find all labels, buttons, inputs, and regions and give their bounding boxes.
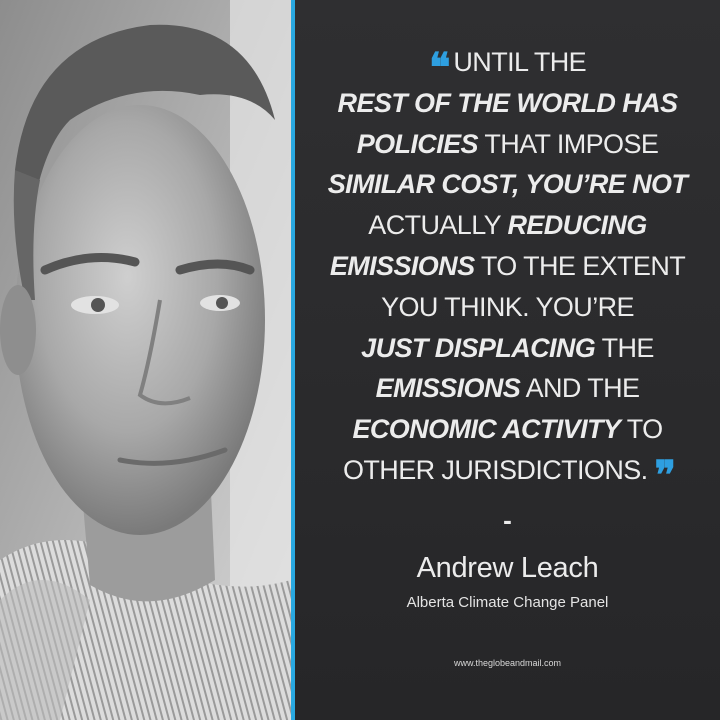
quote-line: JUST DISPLACING THE: [295, 331, 720, 365]
quote-emphasis: JUST DISPLACING: [361, 332, 596, 363]
quote-line: YOU THINK. YOU’RE: [295, 290, 720, 324]
portrait-illustration: [0, 0, 291, 720]
quote-line: EMISSIONS TO THE EXTENT: [295, 249, 720, 283]
source-url: www.theglobeandmail.com: [453, 658, 562, 668]
accent-divider: [291, 0, 295, 720]
quote-segment: UNTIL THE: [453, 47, 587, 77]
attribution-dash: -: [503, 505, 512, 535]
quote-segment: TO THE EXTENT: [474, 251, 686, 281]
quote-emphasis: ECONOMIC ACTIVITY: [352, 414, 621, 445]
author-name: Andrew Leach: [416, 552, 599, 584]
open-quote-icon: ❝: [428, 44, 450, 91]
quote-line: ECONOMIC ACTIVITY TO: [295, 412, 720, 446]
quote-emphasis: REDUCING: [507, 210, 647, 241]
quote-segment: THE: [595, 332, 655, 363]
quote-panel: ❝ UNTIL THE REST OF THE WORLD HAS POLICIES…: [295, 0, 720, 720]
portrait-photo: [0, 0, 291, 720]
quote-emphasis: EMISSIONS: [375, 373, 521, 404]
quote-segment: TO: [620, 414, 663, 445]
quote-emphasis: SIMILAR COST, YOU’RE NOT: [327, 169, 688, 200]
quote-segment: THAT IMPOSE: [477, 128, 659, 159]
quote-line: SIMILAR COST, YOU’RE NOT: [295, 167, 720, 201]
quote-segment: OTHER JURISDICTIONS.: [343, 455, 648, 485]
quote-emphasis: POLICIES: [356, 128, 479, 159]
quote-line: ACTUALLY REDUCING: [295, 208, 720, 242]
quote-segment: AND THE: [520, 373, 640, 404]
quote-line: ❝ UNTIL THE: [295, 45, 720, 88]
quote-line: REST OF THE WORLD HAS: [295, 86, 720, 120]
quote-segment: ACTUALLY: [368, 210, 508, 241]
close-quote-icon: ❞: [654, 452, 675, 499]
quote-line: POLICIES THAT IMPOSE: [295, 127, 720, 161]
quote-emphasis: REST OF THE WORLD HAS: [337, 87, 678, 118]
author-title: Alberta Climate Change Panel: [406, 594, 609, 611]
quote-line: EMISSIONS AND THE: [295, 371, 720, 405]
quote-emphasis: EMISSIONS: [329, 251, 475, 281]
quote-segment: YOU THINK. YOU’RE: [381, 291, 634, 322]
quote-line: OTHER JURISDICTIONS. ❞: [295, 453, 720, 496]
